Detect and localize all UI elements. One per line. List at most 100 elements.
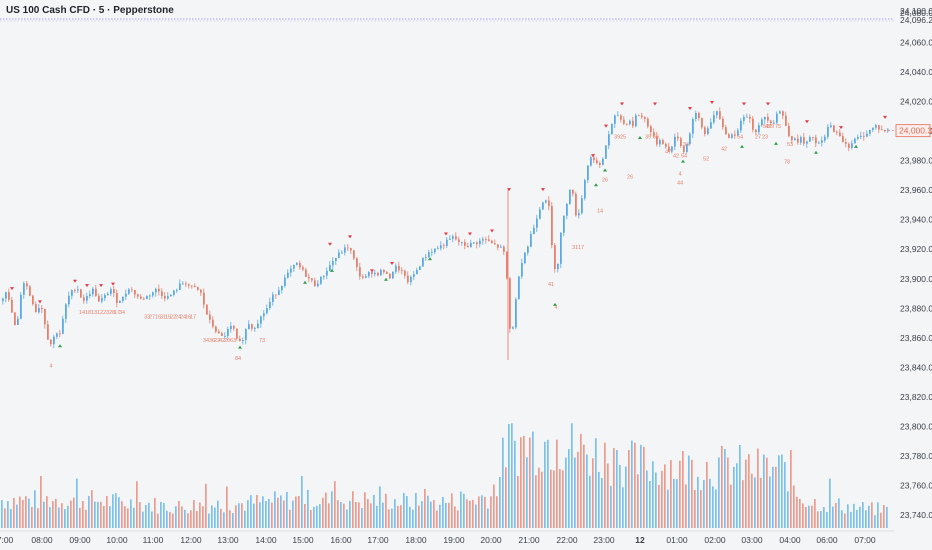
volume-bar [28, 498, 30, 528]
candle-body [239, 338, 241, 342]
candle-body [653, 132, 655, 137]
candle-body [14, 312, 16, 325]
count-annotation: 20 [224, 338, 230, 344]
volume-bar [310, 510, 312, 528]
volume-bar [145, 505, 147, 528]
volume-bar [220, 508, 222, 528]
signal-high-marker [468, 232, 472, 236]
y-tick-label: 23,920.0 [900, 244, 932, 254]
volume-bar [793, 485, 795, 528]
x-tick-label: 04:00 [779, 535, 801, 545]
candle-body [71, 290, 73, 296]
signal-high-marker [390, 261, 394, 265]
volume-bar [685, 484, 687, 528]
candle-body [743, 116, 745, 121]
candle-body [695, 112, 697, 119]
candle-body [353, 250, 355, 259]
volume-bar [550, 469, 552, 528]
volume-bar [397, 505, 399, 528]
volume-bar [676, 479, 678, 528]
volume-bar [598, 471, 600, 528]
candle-body [764, 116, 766, 120]
volume-bar [277, 497, 279, 528]
volume-bar [283, 500, 285, 528]
candle-body [857, 136, 859, 139]
volume-bar [250, 495, 252, 528]
candle-body [725, 127, 727, 135]
signal-high-marker [370, 269, 374, 273]
candle-body [356, 258, 358, 268]
volume-bar [376, 505, 378, 528]
volume-bar [151, 511, 153, 528]
volume-bar [709, 478, 711, 528]
candle-body [569, 189, 571, 204]
signal-low-marker [774, 141, 778, 145]
volume-bar [241, 503, 243, 528]
volume-bar [820, 511, 822, 528]
volume-bar [769, 476, 771, 528]
volume-bar [325, 492, 327, 528]
candle-body [122, 296, 124, 301]
volume-bar [190, 510, 192, 528]
candle-body [506, 251, 508, 279]
candle-body [701, 118, 703, 128]
candle-body [197, 287, 199, 290]
x-tick-label: 12 [635, 535, 645, 545]
volume-bar [439, 504, 441, 528]
candle-body [128, 289, 130, 294]
x-tick-label: 12:00 [180, 535, 202, 545]
candle-body [191, 285, 193, 287]
signal-high-marker [653, 102, 657, 106]
volume-bar [37, 508, 39, 528]
volume-bar [802, 503, 804, 528]
volume-bar [475, 504, 477, 528]
candle-body [434, 248, 436, 253]
volume-bar [670, 460, 672, 528]
candle-body [566, 203, 568, 216]
volume-bar [544, 441, 546, 528]
candle-body [26, 283, 28, 287]
candle-body [557, 263, 559, 270]
candle-body [740, 120, 742, 131]
candle-body [518, 276, 520, 300]
volume-bar [271, 502, 273, 528]
volume-bar [502, 437, 504, 528]
volume-bar [535, 475, 537, 528]
candle-body [707, 128, 709, 134]
candle-body [275, 294, 277, 296]
volume-bar [307, 489, 309, 528]
volume-bar [202, 506, 204, 528]
volume-bar [757, 448, 759, 528]
x-tick-label: 17:00 [367, 535, 389, 545]
candle-body [722, 118, 724, 128]
candle-body [68, 295, 70, 305]
candle-body [758, 125, 760, 133]
volume-bar [139, 502, 141, 528]
candle-body [611, 123, 613, 135]
count-annotation: 41 [548, 282, 554, 288]
volume-bar [226, 486, 228, 528]
volume-bar [229, 510, 231, 528]
volume-bar [805, 507, 807, 528]
x-tick-label: 16:00 [330, 535, 352, 545]
candle-body [851, 143, 853, 148]
candle-body [428, 252, 430, 258]
volume-bar [532, 431, 534, 528]
volume-bar [163, 503, 165, 528]
candle-body [848, 143, 850, 148]
volume-bar [787, 491, 789, 528]
count-annotation: 54 [681, 154, 687, 160]
candle-body [263, 313, 265, 317]
volume-bar [346, 509, 348, 528]
volume-bar [469, 500, 471, 528]
volume-bar [442, 496, 444, 528]
volume-bar [613, 448, 615, 528]
candle-body [467, 245, 469, 248]
candle-body [221, 333, 223, 336]
volume-bar [490, 496, 492, 528]
candle-body [668, 146, 670, 152]
volume-bar [496, 496, 498, 528]
candle-body [395, 265, 397, 272]
